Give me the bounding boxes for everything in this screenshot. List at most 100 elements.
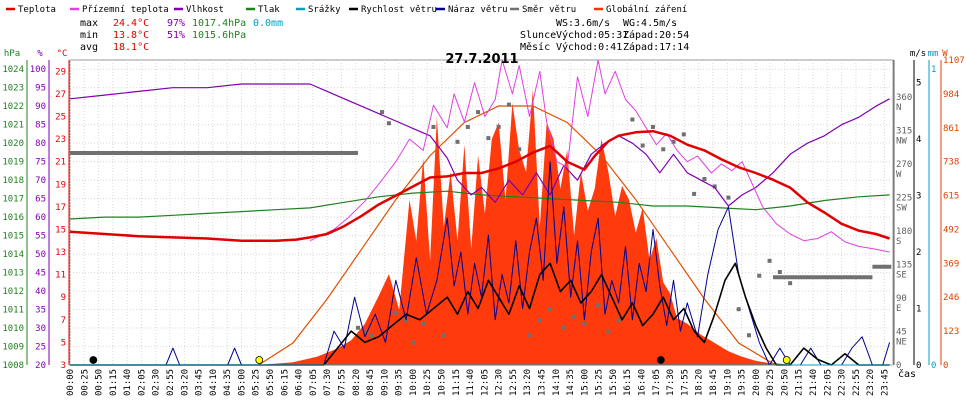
- wind-direction-point: [572, 314, 577, 319]
- x-tick-label: 19:10: [723, 369, 733, 396]
- wind-direction-point: [650, 124, 655, 129]
- x-tick-label: 05:00: [237, 369, 247, 396]
- temperature-tick-label: 29: [55, 67, 66, 77]
- x-tick-label: 07:30: [323, 369, 333, 396]
- series-tlak: [69, 190, 890, 220]
- x-tick-label: 06:15: [280, 369, 290, 396]
- wind_dir-dir-label: N: [896, 103, 901, 113]
- x-tick-label: 02:30: [152, 369, 162, 396]
- x-axis-label: čas: [898, 368, 916, 380]
- wind-direction-point: [380, 110, 385, 115]
- wind_dir-dir-label: W: [896, 170, 902, 180]
- pressure-tick-label: 1011: [2, 306, 24, 316]
- pressure-tick-label: 1022: [2, 102, 24, 112]
- wind_dir-dir-label: NE: [896, 338, 907, 348]
- pressure-tick-label: 1012: [2, 287, 24, 297]
- x-tick-label: 15:50: [609, 369, 619, 396]
- temperature-tick-label: 3: [61, 361, 66, 371]
- x-tick-label: 13:45: [538, 369, 548, 396]
- legend-label: Globální záření: [606, 5, 687, 15]
- temperature-tick-label: 15: [55, 225, 66, 235]
- pressure-tick-label: 1023: [2, 84, 24, 94]
- x-tick-label: 15:00: [580, 369, 590, 396]
- x-tick-label: 18:20: [695, 369, 705, 396]
- radiation-tick-label: 492: [943, 225, 959, 235]
- wind-direction-point: [736, 307, 741, 312]
- stats-max-press: 1017.4hPa: [192, 18, 246, 29]
- x-tick-label: 13:20: [523, 369, 533, 396]
- pressure-tick-label: 1010: [2, 324, 24, 334]
- wind_dir-tick-label: 315: [896, 127, 912, 137]
- wind-direction-point: [788, 281, 793, 286]
- humidity-tick-label: 75: [35, 158, 46, 168]
- radiation-tick-label: 123: [943, 327, 959, 337]
- axes-layer: 00:00 00:25 00:50 01:15 01:40 02:05 02:30 02:55…: [2, 49, 964, 396]
- pressure-tick-label: 1008: [2, 361, 24, 371]
- rain-tick-label: 1: [931, 65, 936, 75]
- stats-max-temp: 24.4°C: [113, 18, 149, 29]
- pressure-tick-label: 1024: [2, 65, 24, 75]
- pressure-axis-unit: hPa: [4, 49, 20, 59]
- x-tick-label: 03:20: [180, 369, 190, 396]
- wind_speed-tick-label: 5: [916, 79, 921, 89]
- moonrise-marker: [89, 356, 98, 364]
- temperature-tick-label: 5: [61, 338, 66, 348]
- x-tick-label: 03:45: [195, 369, 205, 396]
- humidity-tick-label: 55: [35, 232, 46, 242]
- wind_dir-tick-label: 135: [896, 261, 912, 271]
- chart-title: 27.7.2011: [445, 52, 518, 67]
- wind-direction-point: [465, 124, 470, 129]
- x-tick-label: 04:10: [209, 369, 219, 396]
- wind-direction-point: [517, 147, 522, 152]
- x-tick-label: 07:55: [337, 369, 347, 396]
- temperature-tick-label: 25: [55, 112, 66, 122]
- wind-direction-point: [410, 340, 415, 345]
- series-teplota: [69, 129, 890, 242]
- wind-direction-point: [661, 147, 666, 152]
- wind-direction-point: [671, 139, 676, 144]
- sun-rise: Východ:05:31: [556, 29, 628, 41]
- series-n-raz-v-tru: [70, 161, 891, 366]
- radiation-tick-label: 1107: [943, 56, 965, 66]
- pressure-tick-label: 1019: [2, 158, 24, 168]
- wind-direction-point: [476, 110, 481, 115]
- sun-label: Slunce: [520, 30, 556, 41]
- radiation-tick-label: 369: [943, 259, 959, 269]
- wind-direction-point: [362, 329, 367, 334]
- humidity-tick-label: 70: [35, 176, 46, 186]
- wind-direction-point: [386, 121, 391, 126]
- series-vlhkost: [69, 83, 890, 207]
- stats-min-temp: 13.8°C: [113, 30, 149, 41]
- series-layer: [69, 59, 892, 366]
- legend-label: Směr větru: [522, 5, 576, 15]
- legend-label: Rychlost větru: [361, 5, 437, 15]
- wind-direction-point: [421, 322, 426, 327]
- x-tick-label: 14:10: [552, 369, 562, 396]
- pressure-tick-label: 1021: [2, 121, 24, 131]
- stats-avg-temp: 18.1°C: [113, 42, 149, 53]
- wind_dir-tick-label: 45: [896, 328, 907, 338]
- radiation-axis-unit: W: [942, 49, 948, 59]
- moonset-marker: [656, 356, 665, 364]
- rain-axis-unit: mm: [928, 49, 939, 59]
- moon-rise: Východ:0:41: [556, 41, 622, 53]
- humidity-tick-label: 25: [35, 343, 46, 353]
- legend-label: Tlak: [258, 5, 280, 15]
- legend-label: Přízemní teplota: [82, 5, 169, 15]
- wind_dir-tick-label: 180: [896, 227, 912, 237]
- x-tick-label: 14:35: [566, 369, 576, 396]
- wind-direction-point: [767, 258, 772, 263]
- wind-direction-point: [640, 143, 645, 148]
- temperature-tick-label: 21: [55, 158, 66, 168]
- wind-direction-point: [681, 132, 686, 137]
- pressure-tick-label: 1009: [2, 343, 24, 353]
- temperature-tick-label: 7: [61, 316, 66, 326]
- wind-direction-point: [702, 177, 707, 182]
- wind_speed-tick-label: 2: [916, 248, 921, 258]
- x-tick-label: 05:25: [252, 369, 262, 396]
- radiation-tick-label: 615: [943, 192, 959, 202]
- temperature-tick-label: 17: [55, 203, 66, 213]
- x-tick-label: 09:35: [395, 369, 405, 396]
